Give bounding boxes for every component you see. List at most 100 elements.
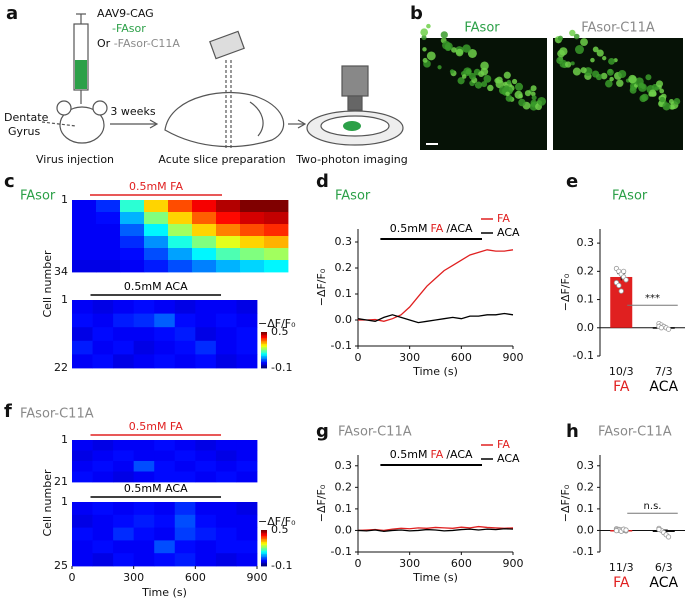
- colorbar-step: [261, 554, 267, 556]
- n-label: 6/3: [655, 561, 673, 574]
- panel-label: g: [316, 421, 329, 442]
- n-label: 10/3: [609, 365, 634, 378]
- colorbar-step: [261, 542, 267, 544]
- x-tick-label: 900: [503, 351, 524, 364]
- heatmap-cell: [133, 327, 155, 342]
- image-label: FAsor-C11A: [581, 21, 655, 36]
- cell-body: [600, 72, 608, 80]
- heatmap-cell: [236, 450, 258, 462]
- heatmap-cell: [174, 313, 196, 328]
- heatmap-cell: [113, 354, 135, 369]
- data-point: [623, 527, 629, 533]
- cell-body: [481, 81, 488, 88]
- cell-body: [580, 67, 587, 74]
- cell-body: [569, 29, 576, 37]
- heatmap-cell: [215, 461, 237, 472]
- data-point: [665, 534, 672, 540]
- y-tick-label: -0.1: [573, 349, 594, 362]
- razor: [209, 30, 245, 60]
- heatmap-cell: [240, 260, 265, 273]
- y-tick-label: -0.1: [573, 545, 594, 558]
- y-tick-label: 1: [61, 433, 68, 446]
- cell-body: [659, 96, 666, 103]
- brain: [164, 91, 285, 148]
- heatmap-cell: [264, 212, 289, 225]
- cell-body: [469, 72, 476, 80]
- heatmap-cell: [236, 514, 258, 528]
- colorbar-step: [261, 347, 267, 349]
- colorbar-step: [261, 353, 267, 355]
- y-axis-label: −ΔF/F₀: [315, 268, 328, 306]
- heatmap-cell: [174, 440, 196, 451]
- heatmap-cell: [215, 440, 237, 451]
- cell-body: [480, 61, 489, 71]
- heatmap-cell: [120, 200, 145, 213]
- schematic: [41, 13, 404, 150]
- colorbar-tick-label: 0.5: [271, 325, 289, 338]
- heatmap-cell: [215, 340, 237, 355]
- colorbar-step: [261, 558, 267, 561]
- heatmap-cell: [72, 553, 93, 567]
- y-axis-label: −ΔF/F₀: [559, 484, 572, 522]
- step-label: Virus injection: [36, 153, 114, 166]
- treatment-label: 0.5mM FA/ACA: [390, 448, 473, 461]
- heatmap-cell: [174, 340, 196, 355]
- heatmap-cell: [96, 212, 121, 225]
- heatmap-cell: [195, 327, 217, 342]
- significance-label: ***: [645, 293, 660, 304]
- colorbar-tick-label: 0.5: [271, 523, 289, 536]
- colorbar-step: [261, 560, 267, 562]
- panel-title: FAsor: [335, 189, 371, 204]
- heatmap-cell: [174, 300, 196, 314]
- heatmap-cell: [72, 236, 97, 249]
- heatmap-cell: [133, 354, 155, 369]
- heatmap-cell: [192, 200, 217, 213]
- heatmap-cell: [113, 553, 135, 567]
- heatmap-cell: [113, 300, 135, 314]
- x-tick-label: 900: [247, 571, 268, 584]
- heatmap-cell: [195, 527, 217, 541]
- heatmap-cell: [133, 553, 155, 567]
- cell-body: [595, 73, 603, 81]
- cell-body: [673, 98, 681, 105]
- heatmap-cell: [264, 260, 289, 273]
- colorbar-step: [261, 543, 267, 546]
- cell-body: [503, 85, 509, 91]
- treatment-label: 0.5mM FA: [129, 180, 184, 193]
- cell-body: [635, 77, 644, 87]
- treatment-label-part: FA: [430, 222, 443, 235]
- heatmap-cell: [195, 340, 217, 355]
- panel-title: FAsor: [612, 189, 648, 204]
- cell-body: [437, 65, 442, 70]
- data-point: [618, 288, 624, 294]
- heatmap-cell: [113, 313, 135, 328]
- cell-body: [648, 91, 654, 97]
- colorbar-step: [261, 345, 267, 348]
- heatmap-cell: [113, 540, 135, 554]
- heatmap-cell: [236, 440, 258, 451]
- cell-body: [537, 96, 546, 106]
- heatmap-cell: [174, 461, 196, 472]
- heatmap-cell: [92, 471, 114, 483]
- colorbar-step: [261, 333, 267, 336]
- y-axis-label: Cell number: [41, 469, 54, 536]
- cell-body: [641, 84, 646, 90]
- heatmap-cell: [236, 300, 258, 314]
- heatmap-cell: [133, 514, 155, 528]
- y-tick-label: 0.1: [335, 287, 353, 300]
- category-label: FA: [613, 379, 630, 395]
- y-axis-label: Cell number: [41, 250, 54, 317]
- heatmap-cell: [236, 327, 258, 342]
- heatmap-cell: [92, 461, 114, 472]
- x-tick-label: 600: [185, 571, 206, 584]
- data-point: [621, 268, 627, 274]
- heatmap-cell: [72, 300, 93, 314]
- heatmap-cell: [92, 354, 114, 369]
- heatmap-cell: [195, 313, 217, 328]
- heatmap-cell: [113, 471, 135, 483]
- heatmap-cell: [92, 340, 114, 355]
- cell-body: [449, 69, 455, 74]
- heatmap-cell: [92, 327, 114, 342]
- heatmap-cell: [174, 471, 196, 483]
- heatmap-cell: [174, 450, 196, 462]
